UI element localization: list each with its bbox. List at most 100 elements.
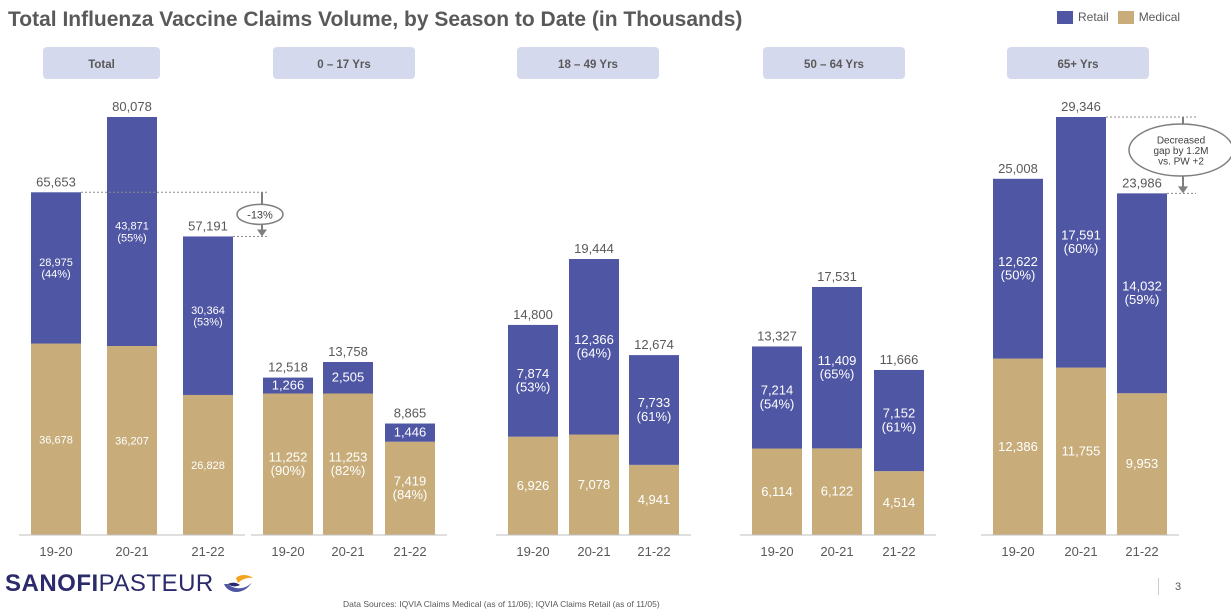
bar-retail-0-1 — [107, 117, 157, 347]
panel-header-label-3: 50 – 64 Yrs — [804, 59, 864, 71]
footnote: Data Sources: IQVIA Claims Medical (as o… — [343, 599, 660, 609]
label-medical-4-1: 11,755 — [1062, 443, 1101, 458]
bar-medical-1-1 — [323, 393, 373, 535]
bar-retail-0-2 — [183, 236, 233, 395]
x-tick-label-4-2: 21-22 — [1125, 544, 1158, 559]
label-medical-1-1: 11,253 (82%) — [329, 449, 368, 478]
label-total-1-1: 13,758 — [328, 344, 368, 359]
label-retail-0-1: 43,871 (55%) — [115, 221, 149, 245]
annotation-text-0: -13% — [247, 209, 273, 221]
legend-label-retail: Retail — [1078, 10, 1109, 24]
label-total-3-0: 13,327 — [757, 328, 797, 343]
panel-header-label-1: 0 – 17 Yrs — [317, 59, 371, 71]
logo-text-bold: SANOFI — [5, 570, 99, 597]
label-total-2-2: 12,674 — [634, 337, 674, 352]
annotation-arrow-head-0 — [257, 229, 267, 237]
label-retail-2-1: 12,366 (64%) — [574, 332, 614, 361]
bar-medical-0-0 — [31, 343, 81, 535]
bar-medical-2-0 — [508, 436, 558, 535]
x-tick-label-1-2: 21-22 — [393, 544, 426, 559]
label-total-3-2: 11,666 — [880, 352, 919, 367]
label-total-4-2: 23,986 — [1122, 175, 1162, 190]
bar-medical-3-2 — [874, 471, 924, 535]
annotation-arrow-head-1 — [1178, 186, 1188, 194]
bar-medical-0-2 — [183, 394, 233, 535]
label-total-2-1: 19,444 — [574, 241, 614, 256]
bar-medical-0-1 — [107, 346, 157, 535]
label-medical-2-0: 6,926 — [517, 478, 550, 493]
label-medical-2-1: 7,078 — [578, 477, 611, 492]
label-medical-0-1: 36,207 — [115, 436, 149, 448]
label-medical-0-2: 26,828 — [191, 460, 225, 472]
annotation-bubble-1 — [1128, 123, 1231, 177]
bar-retail-3-0 — [752, 346, 802, 449]
x-tick-label-2-0: 19-20 — [516, 544, 549, 559]
bar-medical-1-0 — [263, 393, 313, 535]
x-tick-label-2-1: 20-21 — [577, 544, 610, 559]
label-medical-2-2: 4,941 — [638, 492, 671, 507]
bar-retail-2-0 — [508, 324, 558, 437]
bar-retail-1-2 — [385, 423, 435, 442]
label-retail-3-2: 7,152 (61%) — [882, 406, 917, 435]
legend-label-medical: Medical — [1138, 10, 1181, 24]
stacked-bar-chart: Total 36,678 28,975 (44%) 65,653 19-20 36,207 4… — [19, 47, 1231, 559]
x-tick-label-4-1: 20-21 — [1064, 544, 1097, 559]
panel-header-label-2: 18 – 49 Yrs — [558, 59, 618, 71]
bar-retail-3-2 — [874, 369, 924, 472]
legend-item-medical: Medical — [1117, 10, 1181, 24]
annotation-text-1: Decreased gap by 1.2M vs. PW +2 — [1153, 136, 1208, 168]
label-total-0-0: 65,653 — [36, 174, 76, 189]
label-total-0-1: 80,078 — [112, 99, 152, 114]
bar-retail-1-0 — [263, 377, 313, 394]
bar-retail-2-1 — [569, 259, 619, 435]
bar-medical-4-2 — [1117, 393, 1167, 535]
legend-item-retail: Retail — [1057, 10, 1109, 24]
label-medical-3-1: 6,122 — [821, 484, 854, 499]
panel-header-label-0: Total — [88, 59, 115, 71]
bar-medical-3-1 — [812, 448, 862, 535]
bar-retail-4-0 — [993, 178, 1043, 359]
label-total-4-1: 29,346 — [1061, 99, 1101, 114]
label-retail-1-2: 1,446 — [394, 425, 427, 440]
annotation-bubble-0 — [236, 203, 284, 226]
bar-medical-4-1 — [1056, 367, 1106, 535]
label-medical-1-2: 7,419 (84%) — [393, 474, 428, 503]
label-medical-3-0: 6,114 — [761, 484, 793, 499]
panel-header-2 — [517, 47, 659, 79]
bar-retail-1-1 — [323, 362, 373, 394]
panel-header-3 — [763, 47, 905, 79]
label-medical-4-0: 12,386 — [998, 439, 1038, 454]
label-retail-1-0: 1,266 — [272, 378, 305, 393]
label-retail-0-0: 28,975 (44%) — [39, 257, 73, 281]
x-tick-label-3-2: 21-22 — [882, 544, 915, 559]
x-tick-label-2-2: 21-22 — [637, 544, 670, 559]
legend-swatch-retail — [1057, 10, 1073, 24]
label-medical-0-0: 36,678 — [39, 434, 73, 446]
bar-retail-4-2 — [1117, 193, 1167, 394]
logo-text-light: PASTEUR — [98, 570, 214, 597]
panel-header-0 — [43, 47, 160, 79]
x-tick-label-0-1: 20-21 — [115, 544, 148, 559]
bar-retail-4-1 — [1056, 117, 1106, 368]
bar-medical-4-0 — [993, 358, 1043, 535]
x-tick-label-1-1: 20-21 — [331, 544, 364, 559]
legend: Retail Medical — [1057, 10, 1189, 24]
page-number: 3 — [1175, 581, 1182, 593]
label-total-3-1: 17,531 — [817, 269, 857, 284]
label-total-4-0: 25,008 — [998, 161, 1038, 176]
bar-medical-3-0 — [752, 448, 802, 535]
label-total-2-0: 14,800 — [513, 307, 553, 322]
label-medical-1-0: 11,252 (90%) — [269, 449, 308, 478]
label-medical-3-2: 4,514 — [883, 495, 916, 510]
label-retail-3-1: 11,409 (65%) — [818, 353, 857, 382]
x-tick-label-0-0: 19-20 — [39, 544, 72, 559]
label-retail-4-0: 12,622 (50%) — [998, 254, 1038, 283]
bar-retail-2-2 — [629, 355, 679, 465]
bar-medical-2-1 — [569, 434, 619, 535]
label-retail-0-2: 30,364 (53%) — [191, 305, 225, 329]
label-total-1-0: 12,518 — [268, 360, 308, 375]
label-retail-3-0: 7,214 (54%) — [760, 383, 795, 412]
x-tick-label-0-2: 21-22 — [191, 544, 224, 559]
page-title: Total Influenza Vaccine Claims Volume, b… — [8, 8, 743, 31]
label-medical-4-2: 9,953 — [1126, 456, 1159, 471]
